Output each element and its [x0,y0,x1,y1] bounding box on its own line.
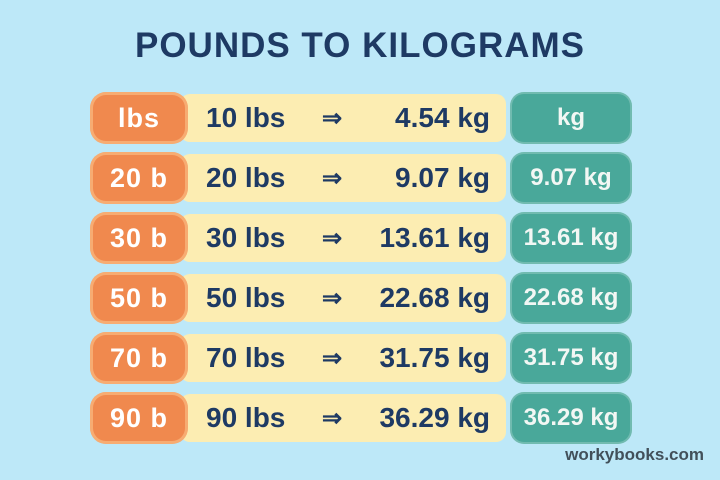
lbs-value: 70 lbs [206,342,286,373]
lbs-label-pill: 50 b [90,272,188,324]
kg-value: 9.07 kg [395,162,490,193]
lbs-label: 30 b [109,222,169,253]
table-row: lbs 10 lbs ⇒ 4.54 kg kg [90,92,632,144]
lbs-label: lbs [117,102,160,133]
conversion-table: lbs 10 lbs ⇒ 4.54 kg kg 20 b 20 lbs ⇒ 9.… [90,92,632,444]
conversion-strip: 90 lbs ⇒ 36.29 kg [180,394,506,442]
lbs-label-pill: 20 b [90,152,188,204]
conversion-strip: 50 lbs ⇒ 22.68 kg [180,274,506,322]
kg-value: 31.75 kg [379,342,490,373]
table-row: 30 b 30 lbs ⇒ 13.61 kg 13.61 kg [90,212,632,264]
table-row: 20 b 20 lbs ⇒ 9.07 kg 9.07 kg [90,152,632,204]
lbs-value: 50 lbs [206,282,286,313]
conversion-strip: 10 lbs ⇒ 4.54 kg [180,94,506,142]
lbs-value: 30 lbs [206,222,286,253]
kg-badge-pill: 31.75 kg [510,332,632,384]
lbs-label-pill: lbs [90,92,188,144]
lbs-value: 10 lbs [206,102,286,133]
lbs-label-pill: 30 b [90,212,188,264]
double-arrow-icon: ⇒ [321,164,343,192]
conversion-strip: 30 lbs ⇒ 13.61 kg [180,214,506,262]
kg-badge-pill: 36.29 kg [510,392,632,444]
kg-badge-pill: 9.07 kg [510,152,632,204]
lbs-label-pill: 70 b [90,332,188,384]
conversion-strip: 70 lbs ⇒ 31.75 kg [180,334,506,382]
kg-badge-pill: 22.68 kg [510,272,632,324]
kg-value: 13.61 kg [379,222,490,253]
kg-badge: 22.68 kg [523,284,619,311]
lbs-label: 90 b [109,402,169,433]
table-row: 90 b 90 lbs ⇒ 36.29 kg 36.29 kg [90,392,632,444]
table-row: 50 b 50 lbs ⇒ 22.68 kg 22.68 kg [90,272,632,324]
lbs-label: 70 b [109,342,169,373]
kg-value: 36.29 kg [379,402,490,433]
kg-badge: kg [556,104,585,131]
double-arrow-icon: ⇒ [321,224,343,252]
double-arrow-icon: ⇒ [321,284,343,312]
kg-value: 22.68 kg [379,282,490,313]
watermark: workybooks.com [565,445,704,464]
lbs-value: 20 lbs [206,162,286,193]
kg-badge: 36.29 kg [523,404,619,431]
double-arrow-icon: ⇒ [321,104,343,132]
kg-badge-pill: 13.61 kg [510,212,632,264]
table-row: 70 b 70 lbs ⇒ 31.75 kg 31.75 kg [90,332,632,384]
lbs-value: 90 lbs [206,402,286,433]
lbs-label: 20 b [109,162,169,193]
page-title: POUNDS TO KILOGRAMS [134,26,586,65]
kg-value: 4.54 kg [395,102,490,133]
kg-badge: 9.07 kg [530,164,612,191]
kg-badge: 31.75 kg [523,344,619,371]
lbs-label-pill: 90 b [90,392,188,444]
kg-badge: 13.61 kg [523,224,619,251]
double-arrow-icon: ⇒ [321,344,343,372]
lbs-label: 50 b [109,282,169,313]
kg-badge-pill: kg [510,92,632,144]
double-arrow-icon: ⇒ [321,404,343,432]
conversion-strip: 20 lbs ⇒ 9.07 kg [180,154,506,202]
